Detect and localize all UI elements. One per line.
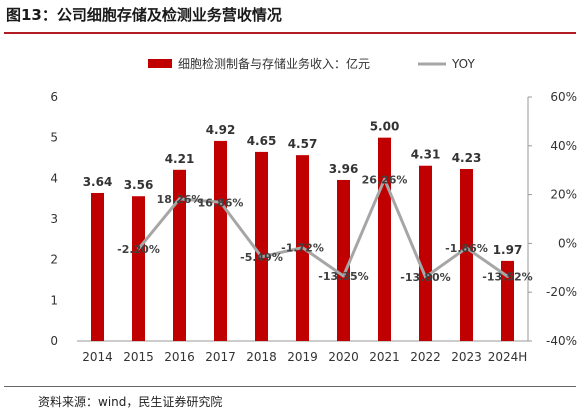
y-right-tick-label: 60% [550,90,577,104]
bar [378,137,391,341]
yoy-point [506,274,509,278]
source-note: 资料来源：wind，民生证券研究院 [38,395,223,409]
x-tick-label: 2023 [451,350,482,364]
bar-value-label: 3.96 [329,162,359,176]
yoy-line [137,177,509,279]
yoy-value-label: -13.52% [482,270,532,283]
yoy-point [219,200,222,204]
bar-value-label: 4.23 [452,151,482,165]
x-tick-label: 2021 [369,350,400,364]
title-rule [4,32,576,34]
y-left-tick-label: 3 [50,212,58,226]
bar-value-label: 3.64 [83,175,113,189]
bar-value-label: 4.92 [206,123,236,137]
bar [255,151,268,341]
source-rule [4,386,576,387]
y-right-tick-label: 40% [550,139,577,153]
bar-value-label: 4.57 [288,137,318,151]
bar [214,140,227,341]
bar [132,196,145,341]
yoy-point [137,247,140,251]
yoy-value-label: -13.80% [400,271,450,284]
y-left-tick-label: 0 [50,334,58,348]
yoy-value-label: 26.26% [362,173,408,186]
bar [460,168,473,341]
yoy-point [301,246,304,250]
yoy-point [383,177,386,181]
bar-value-label: 4.65 [247,134,277,148]
legend-bar-swatch [148,59,172,68]
yoy-value-label: -13.35% [318,270,368,283]
bar [501,260,514,341]
yoy-point [465,246,468,250]
y-right-tick-label: 0% [558,236,577,250]
y-right-tick-label: -20% [546,285,577,299]
yoy-value-label: -2.20% [117,243,160,256]
yoy-point [342,274,345,278]
y-left-tick-label: 2 [50,253,58,267]
bar-value-label: 4.21 [165,152,195,166]
bar [337,179,350,341]
x-tick-label: 2019 [287,350,318,364]
bar-value-label: 1.97 [493,243,523,257]
bar-value-label: 4.31 [411,148,441,162]
yoy-point [178,197,181,201]
yoy-value-label: -1.72% [281,242,324,255]
yoy-value-label: 18.26% [157,193,203,206]
legend-line-label: YOY [451,57,475,71]
bar-value-label: 5.00 [370,120,400,134]
y-left-tick-label: 1 [50,293,58,307]
x-tick-label: 2022 [410,350,441,364]
x-tick-label: 2020 [328,350,359,364]
bar [173,169,186,341]
bar [419,165,432,341]
y-right-tick-label: 20% [550,188,577,202]
yoy-value-label: 16.86% [198,196,244,209]
x-tick-label: 2024H [488,350,528,364]
yoy-value-label: -5.49% [240,251,283,264]
x-tick-label: 2015 [123,350,154,364]
yoy-point [260,255,263,259]
yoy-value-label: -1.86% [445,242,488,255]
x-tick-label: 2018 [246,350,277,364]
x-tick-label: 2014 [82,350,113,364]
x-tick-label: 2017 [205,350,236,364]
y-left-tick-label: 4 [50,171,58,185]
y-left-tick-label: 5 [50,131,58,145]
chart-title: 图13：公司细胞存储及检测业务营收情况 [6,6,282,24]
y-left-tick-label: 6 [50,90,58,104]
y-right-tick-label: -40% [546,334,577,348]
bar [91,192,104,341]
legend-bar-label: 细胞检测制备与存储业务收入：亿元 [178,56,370,71]
bar-value-label: 3.56 [124,178,154,192]
yoy-point [424,275,427,279]
x-tick-label: 2016 [164,350,195,364]
